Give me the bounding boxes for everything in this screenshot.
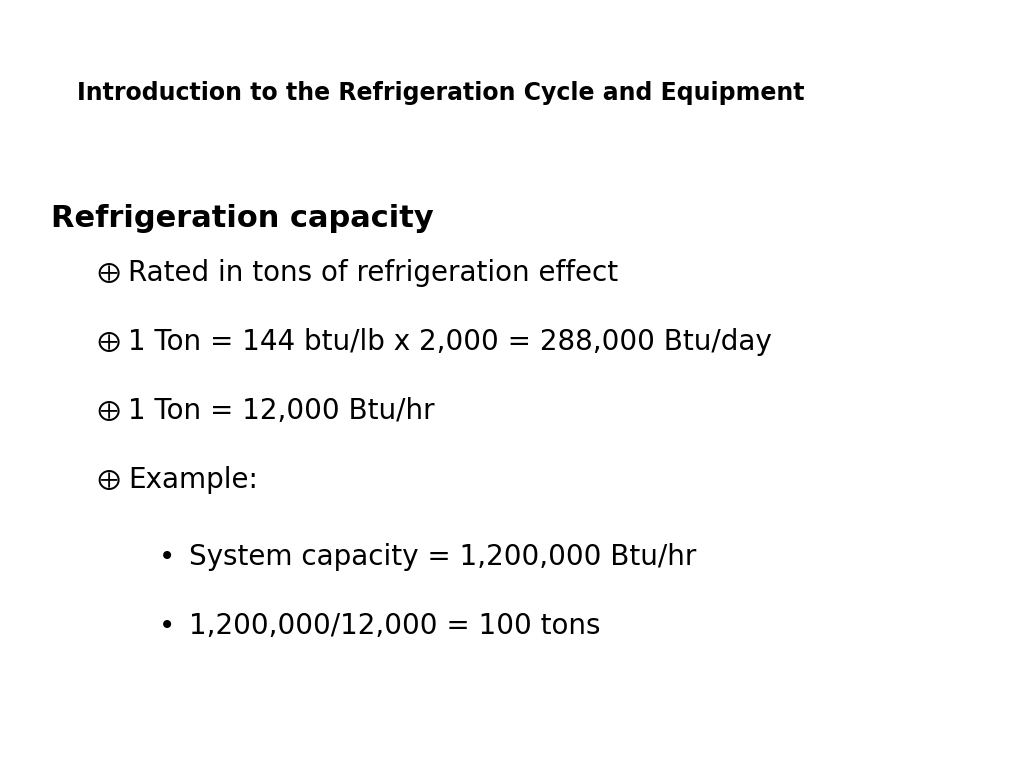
Text: Example:: Example: [128,466,258,494]
Text: •: • [159,543,175,571]
Text: System capacity = 1,200,000 Btu/hr: System capacity = 1,200,000 Btu/hr [189,543,696,571]
Text: ⨁: ⨁ [97,263,120,283]
Text: ⨁: ⨁ [97,332,120,352]
Text: 1,200,000/12,000 = 100 tons: 1,200,000/12,000 = 100 tons [189,612,601,640]
Text: ⨁: ⨁ [97,470,120,490]
Text: •: • [159,612,175,640]
Text: Refrigeration capacity: Refrigeration capacity [51,204,434,233]
Text: Rated in tons of refrigeration effect: Rated in tons of refrigeration effect [128,259,618,286]
Text: ⨁: ⨁ [97,401,120,421]
Text: Introduction to the Refrigeration Cycle and Equipment: Introduction to the Refrigeration Cycle … [77,81,804,104]
Text: 1 Ton = 12,000 Btu/hr: 1 Ton = 12,000 Btu/hr [128,397,434,425]
Text: 1 Ton = 144 btu/lb x 2,000 = 288,000 Btu/day: 1 Ton = 144 btu/lb x 2,000 = 288,000 Btu… [128,328,772,356]
